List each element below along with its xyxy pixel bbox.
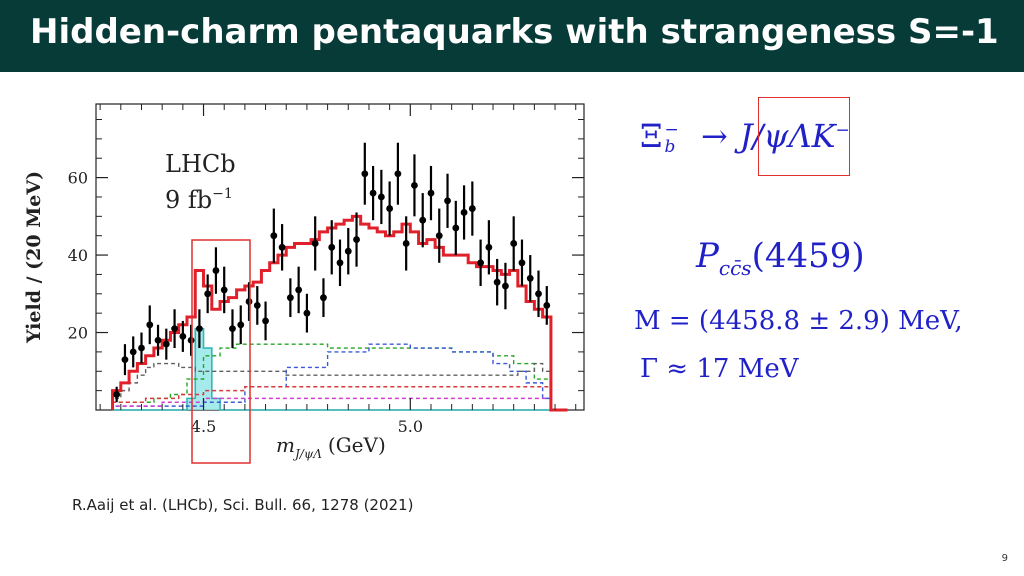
data-point (220, 266, 228, 314)
data-point (427, 165, 435, 221)
series-background-component-3 (111, 362, 552, 410)
data-point (328, 220, 336, 275)
data-point (377, 169, 385, 225)
data-point (336, 239, 344, 287)
data-point (353, 212, 360, 267)
y-tick-label: 40 (68, 246, 88, 265)
series-pccs-4459-signal (112, 327, 568, 411)
data-point (237, 305, 245, 345)
data-points-layer (113, 142, 551, 403)
width-equation: Γ ≈ 17 MeV (640, 354, 799, 384)
series-background-component-2 (111, 343, 552, 410)
luminosity-label: 9 fb−1 (165, 186, 233, 214)
data-point (311, 216, 319, 271)
data-point (154, 324, 162, 356)
data-point (435, 208, 443, 263)
data-point (526, 255, 534, 302)
mass-equation: M = (4458.8 ± 2.9) MeV, (634, 306, 963, 336)
data-point (229, 309, 236, 349)
data-point (543, 286, 551, 325)
data-point (444, 173, 451, 228)
data-point (460, 185, 468, 240)
data-point (303, 293, 311, 333)
data-point (286, 278, 294, 318)
series-background-component-5 (111, 397, 552, 410)
pentaquark-state: Pcc̄s(4459) (696, 236, 865, 280)
data-point (344, 227, 352, 275)
y-tick-label: 20 (68, 324, 88, 343)
jpsi-lambda-highlight-box (758, 97, 850, 176)
data-point (129, 336, 137, 368)
data-point (468, 181, 476, 236)
signal-highlight-box (191, 239, 251, 464)
data-point (212, 247, 220, 294)
series-background-component-4 (111, 386, 552, 410)
slide-title: Hidden-charm pentaquarks with strangenes… (30, 12, 999, 52)
data-point (204, 274, 212, 314)
data-point (146, 305, 154, 345)
data-point (270, 208, 278, 263)
y-tick-label: 60 (68, 169, 88, 188)
data-point (502, 262, 509, 310)
x-tick-label: 4.5 (191, 417, 216, 436)
data-point (171, 309, 178, 349)
data-point (493, 258, 501, 306)
experiment-label: LHCb (165, 150, 236, 178)
data-point (262, 301, 269, 341)
x-tick-label: 5.0 (398, 417, 423, 436)
data-point (195, 309, 203, 349)
data-point (386, 181, 394, 236)
series-background-component-1 (111, 343, 552, 410)
data-point (113, 386, 121, 403)
data-point (187, 324, 195, 356)
x-axis-label: mJ/ψΛ (GeV) (276, 433, 386, 461)
data-point (394, 142, 402, 205)
data-point (278, 224, 286, 271)
data-point (361, 142, 369, 205)
data-point (320, 278, 327, 318)
citation: R.Aaij et al. (LHCb), Sci. Bull. 66, 127… (72, 496, 414, 514)
data-point (138, 332, 145, 364)
data-point (295, 266, 303, 314)
axis-layer: 20 40 60 4.5 5.0 (68, 104, 584, 436)
data-point (411, 154, 418, 217)
data-point (485, 220, 493, 275)
data-point (369, 165, 377, 221)
data-point (518, 239, 526, 287)
data-point (510, 216, 518, 271)
data-point (402, 216, 410, 271)
data-point (419, 193, 427, 248)
data-point (253, 286, 261, 325)
data-point (179, 320, 187, 352)
decay-equation: Ξ − b → J/ψΛK− (640, 117, 850, 157)
page-number: 9 (1001, 553, 1008, 564)
title-bar: Hidden-charm pentaquarks with strangenes… (0, 0, 1024, 72)
data-point (245, 282, 253, 321)
data-point (477, 239, 485, 287)
y-axis-label: Yield / (20 MeV) (23, 171, 45, 344)
data-point (535, 270, 542, 318)
data-point (452, 200, 460, 256)
lhcb-mass-spectrum-chart: 20 40 60 4.5 5.0 LHCb 9 fb−1 Yield / (20 MeV… (23, 103, 585, 464)
data-point (121, 344, 129, 376)
data-point (162, 328, 170, 360)
